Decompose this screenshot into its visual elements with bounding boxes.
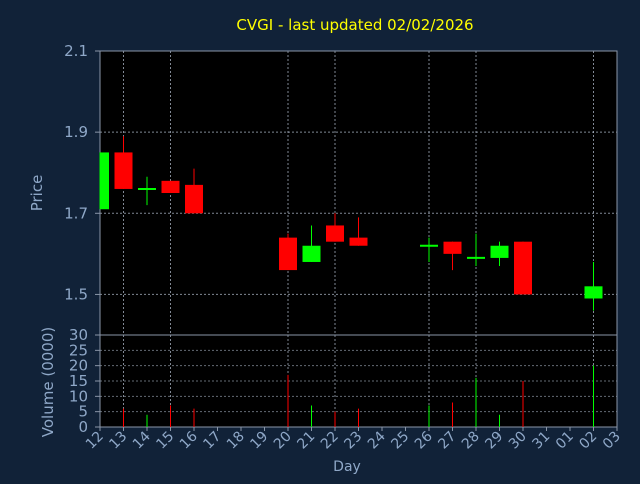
candle-body bbox=[279, 237, 297, 271]
volume-axis-label: Volume (0000) bbox=[39, 327, 57, 437]
candle-body bbox=[302, 245, 321, 262]
x-tick-label: 03 bbox=[600, 429, 624, 453]
x-tick-label: 15 bbox=[153, 429, 177, 453]
volume-tick-label: 15 bbox=[69, 372, 88, 390]
x-tick-label: 16 bbox=[177, 428, 201, 452]
volume-tick-label: 20 bbox=[69, 357, 88, 375]
x-tick-label: 17 bbox=[200, 429, 224, 453]
candle-body bbox=[100, 152, 109, 210]
candle-body bbox=[185, 184, 203, 214]
candle-body bbox=[349, 237, 368, 246]
volume-tick-label: 25 bbox=[69, 341, 88, 359]
x-tick-label: 29 bbox=[482, 429, 506, 453]
candle-body bbox=[161, 180, 180, 193]
volume-tick-label: 30 bbox=[69, 326, 88, 344]
price-tick-label: 1.7 bbox=[64, 204, 88, 222]
volume-tick-label: 10 bbox=[69, 387, 88, 405]
price-tick-label: 1.5 bbox=[64, 285, 88, 303]
x-tick-label: 22 bbox=[318, 429, 342, 453]
candle-body bbox=[326, 225, 344, 242]
chart-title: CVGI - last updated 02/02/2026 bbox=[236, 16, 473, 34]
candle-body bbox=[514, 241, 532, 295]
x-tick-label: 01 bbox=[553, 429, 577, 453]
x-tick-label: 31 bbox=[529, 429, 553, 453]
x-tick-label: 26 bbox=[412, 428, 436, 452]
x-tick-label: 20 bbox=[271, 429, 295, 453]
x-tick-label: 14 bbox=[130, 428, 154, 452]
x-tick-label: 30 bbox=[506, 429, 530, 453]
x-tick-label: 24 bbox=[365, 428, 389, 452]
x-tick-label: 13 bbox=[106, 429, 130, 453]
x-tick-label: 28 bbox=[459, 429, 483, 453]
x-tick-label: 25 bbox=[388, 429, 412, 453]
candle-body bbox=[114, 152, 133, 189]
x-tick-label: 27 bbox=[435, 429, 459, 453]
price-tick-label: 2.1 bbox=[64, 42, 88, 60]
volume-tick-label: 0 bbox=[78, 418, 88, 436]
candle-body bbox=[490, 245, 509, 258]
x-tick-label: 18 bbox=[224, 429, 248, 453]
candle-body bbox=[443, 241, 462, 254]
volume-tick-label: 5 bbox=[78, 403, 88, 421]
x-axis-label: Day bbox=[333, 459, 361, 475]
x-tick-label: 19 bbox=[247, 429, 271, 453]
x-tick-label: 02 bbox=[576, 429, 600, 453]
x-tick-label: 21 bbox=[294, 429, 318, 453]
candle-body bbox=[584, 286, 603, 299]
price-axis-label: Price bbox=[28, 175, 46, 212]
price-tick-label: 1.9 bbox=[64, 123, 88, 141]
x-tick-label: 23 bbox=[341, 429, 365, 453]
